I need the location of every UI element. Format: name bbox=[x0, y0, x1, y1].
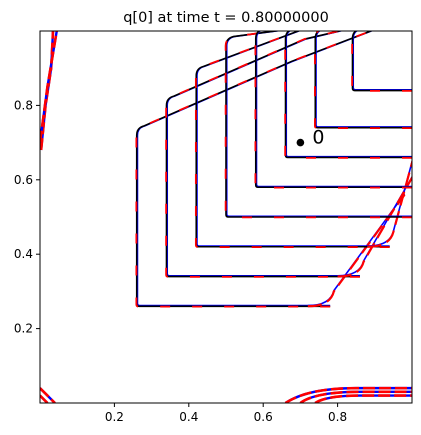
contour-blue bbox=[136, 31, 374, 307]
contour-black bbox=[195, 31, 390, 248]
x-axis-ticks: 0.2 0.4 0.6 0.8 bbox=[105, 403, 347, 424]
y-tick-label: 0.6 bbox=[14, 173, 33, 187]
contour-blue bbox=[196, 31, 390, 247]
annotation-group: 0 bbox=[296, 127, 324, 149]
y-axis-ticks: 0.2 0.4 0.6 0.8 bbox=[14, 98, 40, 336]
diag-red bbox=[337, 175, 412, 278]
axes-frame bbox=[39, 30, 413, 404]
annotation-label: 0 bbox=[312, 127, 324, 149]
edge-contour-red bbox=[40, 387, 56, 403]
edge-contour-red bbox=[40, 31, 55, 151]
contour-black bbox=[254, 31, 412, 189]
edge-contour-red bbox=[299, 390, 412, 403]
x-tick-label: 0.2 bbox=[105, 410, 124, 424]
edge-contour-group bbox=[40, 31, 412, 403]
edge-contour-red bbox=[40, 394, 49, 403]
edge-contour-red bbox=[40, 31, 59, 143]
contour-red bbox=[194, 31, 390, 249]
x-tick-label: 0.8 bbox=[328, 410, 347, 424]
contour-black bbox=[314, 31, 412, 129]
y-tick-label: 0.4 bbox=[14, 247, 33, 261]
contour-blue bbox=[315, 31, 412, 128]
contour-red bbox=[135, 31, 374, 308]
contour-black bbox=[165, 31, 360, 278]
y-tick-label: 0.2 bbox=[14, 322, 33, 336]
edge-contour-red bbox=[284, 386, 412, 403]
diag-blue bbox=[307, 193, 406, 307]
edge-contour-red bbox=[314, 394, 412, 403]
contour-red bbox=[224, 31, 412, 219]
contour-black bbox=[351, 31, 412, 92]
contour-blue bbox=[166, 31, 360, 277]
x-tick-label: 0.4 bbox=[179, 410, 198, 424]
contour-group bbox=[135, 31, 412, 308]
contour-red bbox=[314, 31, 412, 129]
contour-red bbox=[351, 31, 412, 92]
chart-title: q[0] at time t = 0.80000000 bbox=[123, 10, 329, 26]
diag-red bbox=[307, 194, 406, 308]
y-tick-label: 0.8 bbox=[14, 98, 33, 112]
x-tick-label: 0.6 bbox=[254, 410, 273, 424]
contour-black bbox=[135, 31, 374, 308]
contour-red bbox=[165, 31, 360, 278]
contour-black bbox=[284, 31, 412, 159]
diag-red bbox=[367, 158, 412, 248]
contour-blue bbox=[352, 31, 412, 91]
annotation-point bbox=[296, 138, 305, 147]
plot-area bbox=[40, 31, 412, 403]
